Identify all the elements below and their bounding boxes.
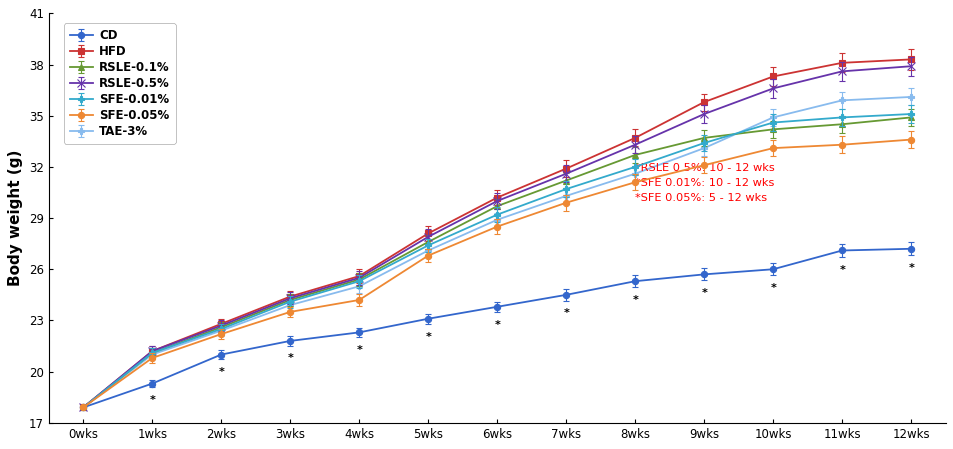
Text: *: * [907, 263, 913, 273]
Text: *: * [562, 308, 569, 318]
Text: *: * [425, 331, 431, 342]
Legend: CD, HFD, RSLE-0.1%, RSLE-0.5%, SFE-0.01%, SFE-0.05%, TAE-3%: CD, HFD, RSLE-0.1%, RSLE-0.5%, SFE-0.01%… [64, 23, 175, 144]
Text: *: * [218, 367, 224, 377]
Text: *: * [150, 395, 155, 405]
Text: *RSLE 0.5%: 10 - 12 wks
*SFE 0.01%: 10 - 12 wks
*SFE 0.05%: 5 - 12 wks: *RSLE 0.5%: 10 - 12 wks *SFE 0.01%: 10 -… [635, 163, 774, 203]
Text: *: * [494, 320, 499, 330]
Text: *: * [700, 288, 706, 298]
Text: *: * [839, 265, 844, 275]
Text: *: * [355, 345, 362, 355]
Text: *: * [769, 283, 776, 293]
Text: *: * [287, 353, 293, 363]
Y-axis label: Body weight (g): Body weight (g) [9, 150, 23, 286]
Text: *: * [632, 295, 638, 305]
